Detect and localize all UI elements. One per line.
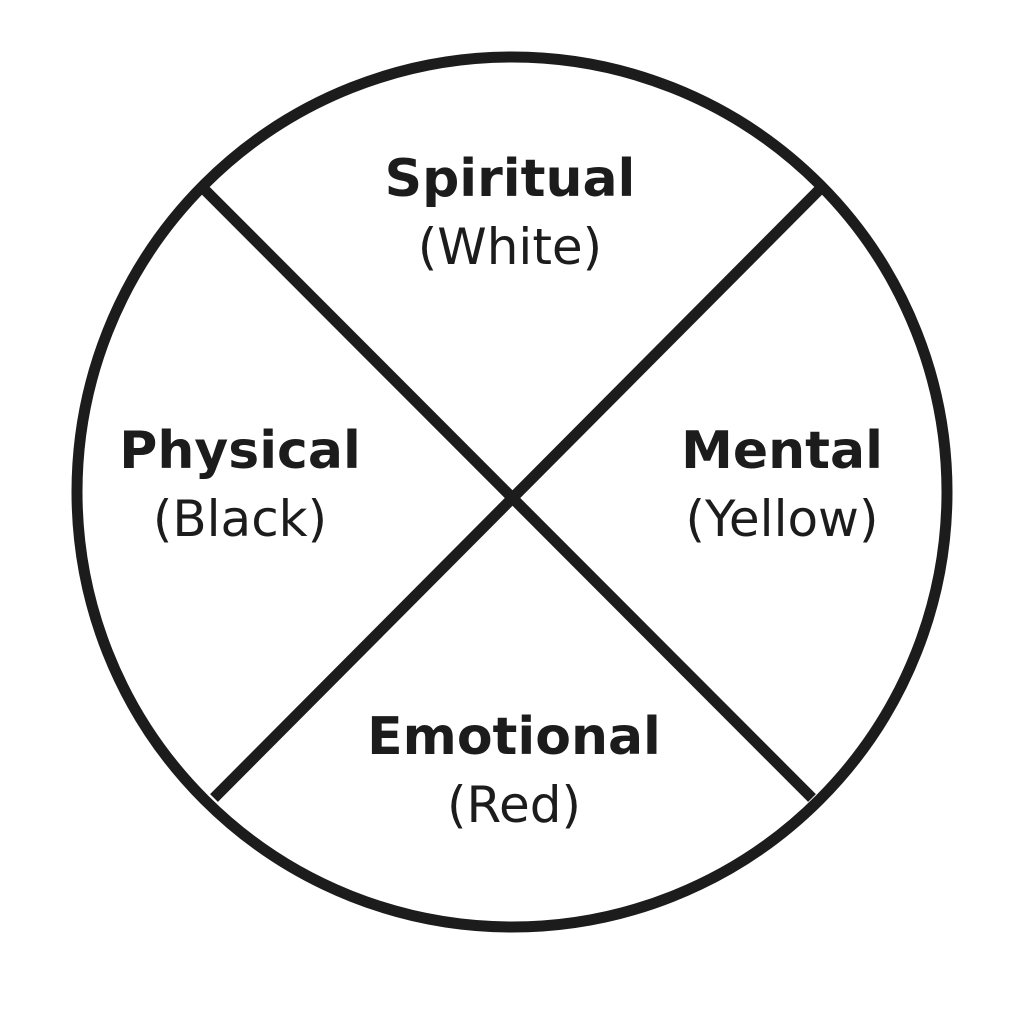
divider-line-ascending — [210, 186, 823, 802]
quadrant-emotional: Emotional (Red) — [367, 703, 661, 839]
quadrant-name: Mental — [681, 421, 883, 481]
quadrant-color-label: (White) — [417, 218, 603, 276]
quadrant-color-label: (Yellow) — [685, 490, 879, 548]
quadrant-spiritual: Spiritual (White) — [385, 145, 636, 281]
divider-line-descending — [201, 186, 816, 802]
quadrant-name: Emotional — [367, 707, 661, 767]
quadrant-mental: Mental (Yellow) — [681, 417, 883, 553]
quadrant-color-label: (Red) — [446, 776, 581, 834]
quadrant-physical: Physical (Black) — [119, 417, 361, 553]
quadrant-name: Physical — [119, 421, 361, 481]
quadrant-name: Spiritual — [384, 149, 636, 209]
quadrant-color-label: (Black) — [152, 490, 328, 548]
